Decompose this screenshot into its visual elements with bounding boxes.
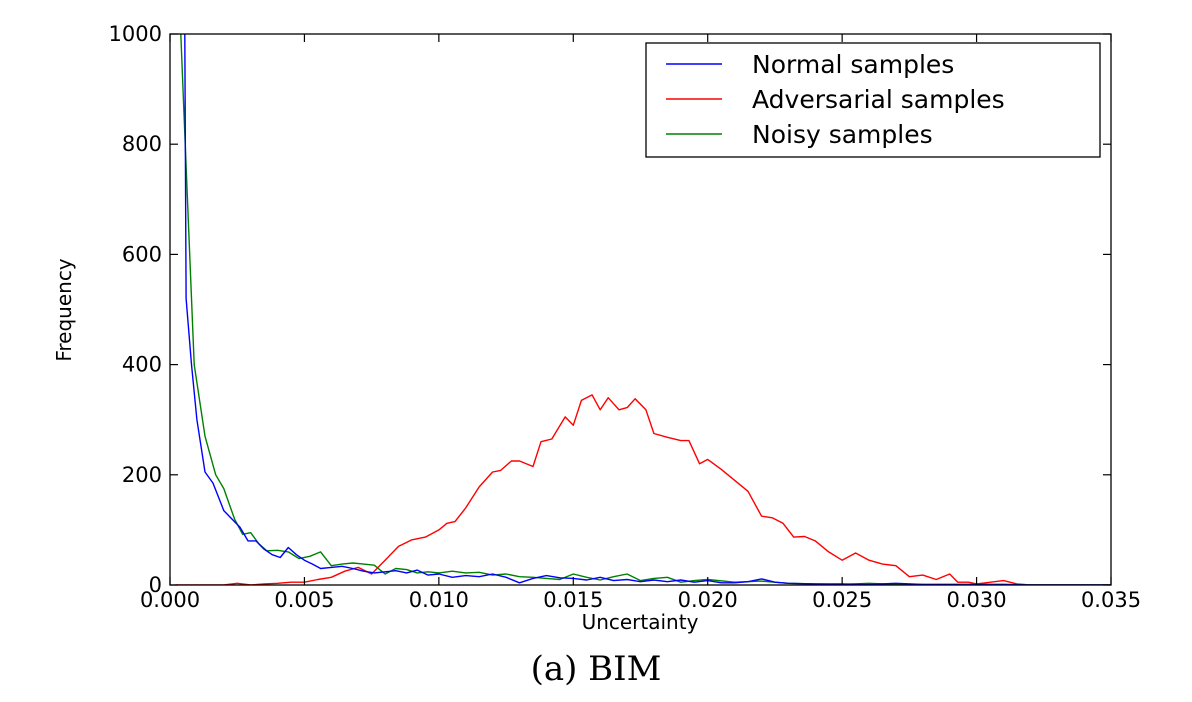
- legend-label-noisy-samples: Noisy samples: [752, 120, 933, 149]
- legend: Normal samples Adversarial samples Noisy s…: [645, 42, 1101, 158]
- x-tick-label: 0.030: [947, 588, 1007, 612]
- x-tick-label: 0.015: [543, 588, 603, 612]
- y-tick-label: 800: [122, 132, 162, 156]
- y-tick-label: 0: [149, 573, 162, 597]
- x-tick-label: 0.010: [409, 588, 469, 612]
- x-axis-label: Uncertainty: [582, 610, 699, 634]
- y-tick-label: 600: [122, 242, 162, 266]
- series-line-adversarial-samples: [175, 394, 1111, 585]
- series-line-normal-samples: [184, 34, 1111, 585]
- series-layer: [175, 34, 1111, 585]
- x-tick-label: 0.035: [1081, 588, 1141, 612]
- x-tick-label: 0.020: [678, 588, 738, 612]
- legend-label-normal-samples: Normal samples: [752, 50, 954, 79]
- x-tick-label: 0.000: [140, 588, 200, 612]
- legend-label-adversarial-samples: Adversarial samples: [752, 85, 1005, 114]
- y-axis-label: Frequency: [52, 258, 76, 361]
- plot-frame: [169, 33, 1112, 586]
- y-tick-label: 400: [122, 353, 162, 377]
- legend-box: [645, 42, 1101, 158]
- figure-caption: (a) BIM: [531, 649, 662, 689]
- tick-layer: 0.000 0.005 0.010 0.015 0.020 0.025 0.030 0.035…: [109, 22, 1142, 612]
- x-tick-label: 0.005: [274, 588, 334, 612]
- y-tick-label: 1000: [109, 22, 162, 46]
- x-tick-label: 0.025: [812, 588, 872, 612]
- y-tick-label: 200: [122, 463, 162, 487]
